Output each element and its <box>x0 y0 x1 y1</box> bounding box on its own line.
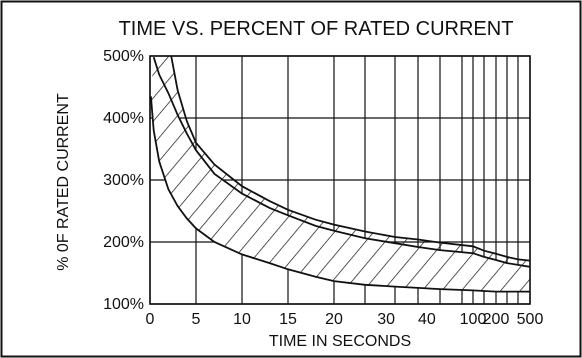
upper-bound-outer-curve <box>170 56 530 262</box>
plot-area-border <box>149 55 531 305</box>
x-tick-label: 100 <box>460 311 487 328</box>
overload-band <box>150 56 530 293</box>
y-axis-title: % 0F RATED CURRENT <box>55 93 72 271</box>
chart-title: TIME VS. PERCENT OF RATED CURRENT <box>119 18 514 40</box>
y-tick-label: 500% <box>103 48 144 65</box>
x-tick-label: 30 <box>377 311 395 328</box>
lower-bound-curve <box>150 96 530 293</box>
x-axis-title: TIME IN SECONDS <box>269 333 411 350</box>
x-tick-label: 200 <box>483 311 510 328</box>
y-tick-label: 200% <box>103 234 144 251</box>
x-tick-label: 0 <box>146 311 155 328</box>
y-tick-label: 100% <box>103 296 144 313</box>
y-tick-label: 400% <box>103 110 144 127</box>
x-tick-label: 20 <box>325 311 343 328</box>
y-tick-label: 300% <box>103 172 144 189</box>
x-tick-label: 500 <box>517 311 544 328</box>
x-tick-label: 10 <box>233 311 251 328</box>
upper-bound-inner-curve <box>152 56 530 268</box>
y-tick-labels: 100% 200% 300% 400% 500% <box>103 48 144 313</box>
band-hatch <box>150 57 530 292</box>
x-tick-label: 5 <box>192 311 201 328</box>
x-tick-label: 40 <box>418 311 436 328</box>
x-tick-label: 15 <box>279 311 297 328</box>
